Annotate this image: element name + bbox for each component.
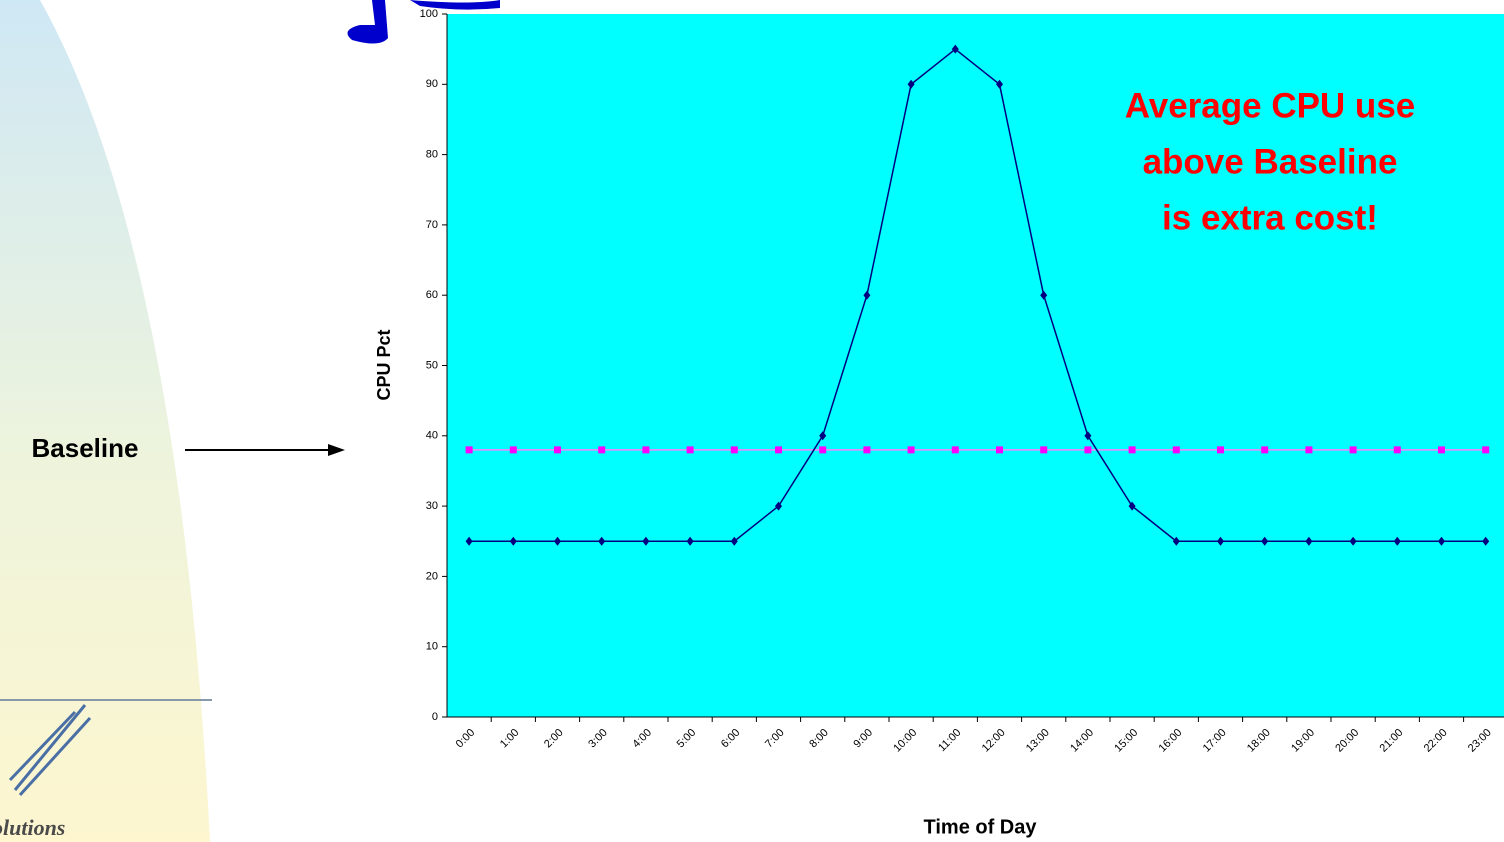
- x-tick-label: 23:00: [1466, 727, 1494, 755]
- x-tick-label: 11:00: [936, 727, 963, 754]
- marker: [642, 446, 649, 453]
- x-tick-label: 14:00: [1068, 727, 1096, 755]
- y-axis-label: CPU Pct: [374, 329, 394, 400]
- x-tick-label: 7:00: [763, 727, 787, 751]
- marker: [908, 446, 915, 453]
- marker: [863, 446, 870, 453]
- marker: [466, 446, 473, 453]
- marker: [510, 446, 517, 453]
- x-tick-label: 12:00: [980, 727, 1008, 755]
- y-tick-label: 40: [426, 430, 438, 442]
- y-tick-label: 30: [426, 500, 438, 512]
- arrow-head: [328, 444, 345, 456]
- annotation: Average CPU use: [1125, 86, 1416, 125]
- x-tick-label: 21:00: [1378, 727, 1406, 755]
- y-tick-label: 10: [426, 641, 438, 653]
- x-tick-label: 22:00: [1422, 727, 1450, 755]
- x-tick-label: 17:00: [1201, 727, 1229, 755]
- marker: [1261, 446, 1268, 453]
- x-tick-label: 5:00: [675, 727, 699, 751]
- y-tick-label: 70: [426, 219, 438, 231]
- brand-text: olutions: [0, 815, 65, 840]
- x-tick-label: 2:00: [542, 727, 566, 751]
- annotation: above Baseline: [1143, 142, 1398, 181]
- slide: olutions Baseline CPU Pct Time of Day 0 1…: [0, 0, 1504, 842]
- marker: [1482, 446, 1489, 453]
- y-tick-label: 90: [426, 78, 438, 90]
- baseline-label: Baseline: [32, 433, 139, 463]
- y-tick-label: 100: [420, 8, 438, 20]
- marker: [775, 446, 782, 453]
- x-axis-label: Time of Day: [924, 816, 1038, 838]
- marker: [1394, 446, 1401, 453]
- marker: [731, 446, 738, 453]
- y-tick-label: 60: [426, 289, 438, 301]
- y-tick-label: 0: [432, 711, 438, 723]
- x-tick-label: 4:00: [630, 727, 654, 751]
- x-tick-label: 13:00: [1024, 727, 1052, 755]
- marker: [687, 446, 694, 453]
- x-tick-label: 8:00: [807, 727, 831, 751]
- marker: [598, 446, 605, 453]
- x-tick-label: 9:00: [851, 727, 875, 751]
- side-decoration: [0, 0, 210, 842]
- annotation: is extra cost!: [1162, 198, 1378, 237]
- x-tick-label: 0:00: [454, 727, 478, 751]
- marker: [819, 446, 826, 453]
- marker: [1129, 446, 1136, 453]
- x-tick-label: 15:00: [1112, 727, 1140, 755]
- y-tick-label: 50: [426, 359, 438, 371]
- marker: [1217, 446, 1224, 453]
- marker: [996, 446, 1003, 453]
- marker: [1350, 446, 1357, 453]
- marker: [554, 446, 561, 453]
- x-tick-label: 16:00: [1157, 727, 1185, 755]
- x-tick-label: 3:00: [586, 727, 610, 751]
- marker: [1173, 446, 1180, 453]
- y-tick-label: 20: [426, 570, 438, 582]
- x-tick-label: 19:00: [1289, 727, 1317, 755]
- x-tick-label: 18:00: [1245, 727, 1273, 755]
- x-tick-label: 1:00: [498, 727, 522, 751]
- marker: [1305, 446, 1312, 453]
- marker: [1040, 446, 1047, 453]
- marker: [1438, 446, 1445, 453]
- x-tick-label: 6:00: [719, 727, 743, 751]
- x-tick-label: 10:00: [891, 727, 919, 755]
- y-tick-label: 80: [426, 149, 438, 161]
- x-tick-label: 20:00: [1333, 727, 1361, 755]
- marker: [952, 446, 959, 453]
- marker: [1084, 446, 1091, 453]
